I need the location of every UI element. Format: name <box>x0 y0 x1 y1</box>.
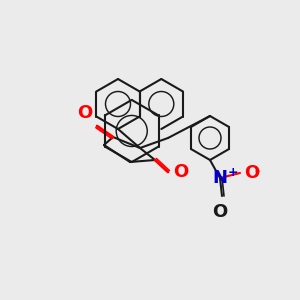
Text: O: O <box>173 163 188 181</box>
Text: O: O <box>212 203 228 221</box>
Text: -: - <box>254 164 259 178</box>
Text: +: + <box>228 166 238 178</box>
Text: N: N <box>212 169 227 187</box>
Text: O: O <box>77 104 92 122</box>
Text: O: O <box>244 164 259 182</box>
